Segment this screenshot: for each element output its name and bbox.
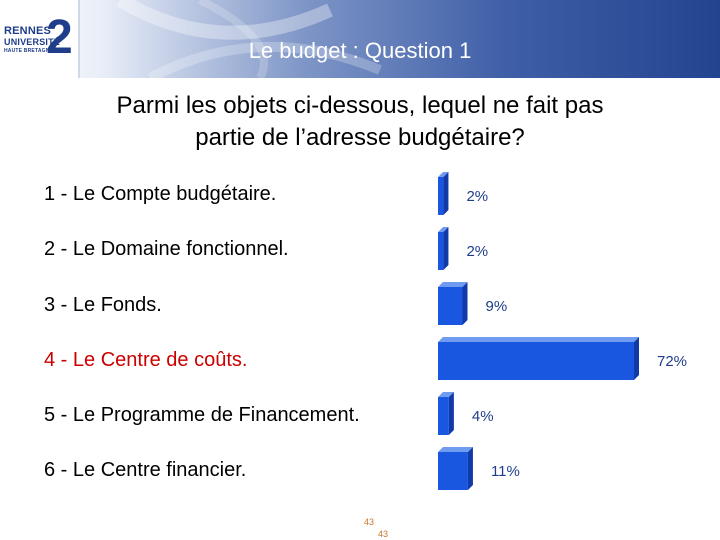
option-label-4: 4 - Le Centre de coûts. (44, 349, 248, 371)
question-line-2: partie de l’adresse budgétaire? (195, 124, 525, 151)
bar-side-3 (462, 282, 468, 325)
option-label-6: 6 - Le Centre financier. (44, 459, 247, 481)
bar-top-4 (438, 337, 639, 342)
logo-line2: UNIVERSITÉ (4, 37, 61, 47)
option-label-3: 3 - Le Fonds. (44, 294, 162, 316)
bar-side-1 (443, 172, 449, 215)
question-title: Parmi les objets ci-dessous, lequel ne f… (40, 90, 680, 154)
header-banner: RENNES UNIVERSITÉ HAUTE BRETAGNE 2 Le bu… (0, 0, 720, 78)
option-label-5: 5 - Le Programme de Financement. (44, 404, 360, 426)
bar-top-2 (438, 227, 449, 232)
response-count-secondary: 43 (378, 529, 389, 539)
logo-line3: HAUTE BRETAGNE (4, 48, 54, 54)
bar-5 (438, 397, 449, 435)
bar-side-2 (443, 227, 449, 270)
bar-2 (438, 232, 444, 270)
bar-top-3 (438, 282, 468, 287)
bar-4 (438, 342, 634, 380)
university-logo: RENNES UNIVERSITÉ HAUTE BRETAGNE 2 (0, 0, 80, 78)
option-label-2: 2 - Le Domaine fonctionnel. (44, 238, 289, 260)
response-count: 43 (364, 517, 375, 527)
bar-value-label-6: 11% (491, 463, 520, 480)
option-label-1: 1 - Le Compte budgétaire. (44, 183, 277, 205)
logo-line1: RENNES (4, 25, 52, 37)
bar-side-4 (634, 337, 639, 380)
bar-value-label-3: 9% (486, 298, 508, 315)
bar-value-label-1: 2% (466, 188, 488, 205)
bar-side-5 (448, 392, 454, 435)
bar-6 (438, 452, 468, 490)
bar-side-6 (467, 447, 473, 490)
bar-1 (438, 177, 444, 215)
question-line-1: Parmi les objets ci-dessous, lequel ne f… (116, 92, 604, 119)
bar-value-label-4: 72% (657, 353, 687, 370)
bar-top-1 (438, 172, 449, 177)
header-decoration (116, 0, 382, 78)
bar-value-label-2: 2% (466, 243, 488, 260)
bar-3 (438, 287, 463, 325)
logo-number: 2 (46, 11, 73, 64)
header-title: Le budget : Question 1 (248, 38, 472, 63)
bar-top-5 (438, 392, 454, 397)
bar-value-label-5: 4% (472, 408, 494, 425)
bar-top-6 (438, 447, 473, 452)
